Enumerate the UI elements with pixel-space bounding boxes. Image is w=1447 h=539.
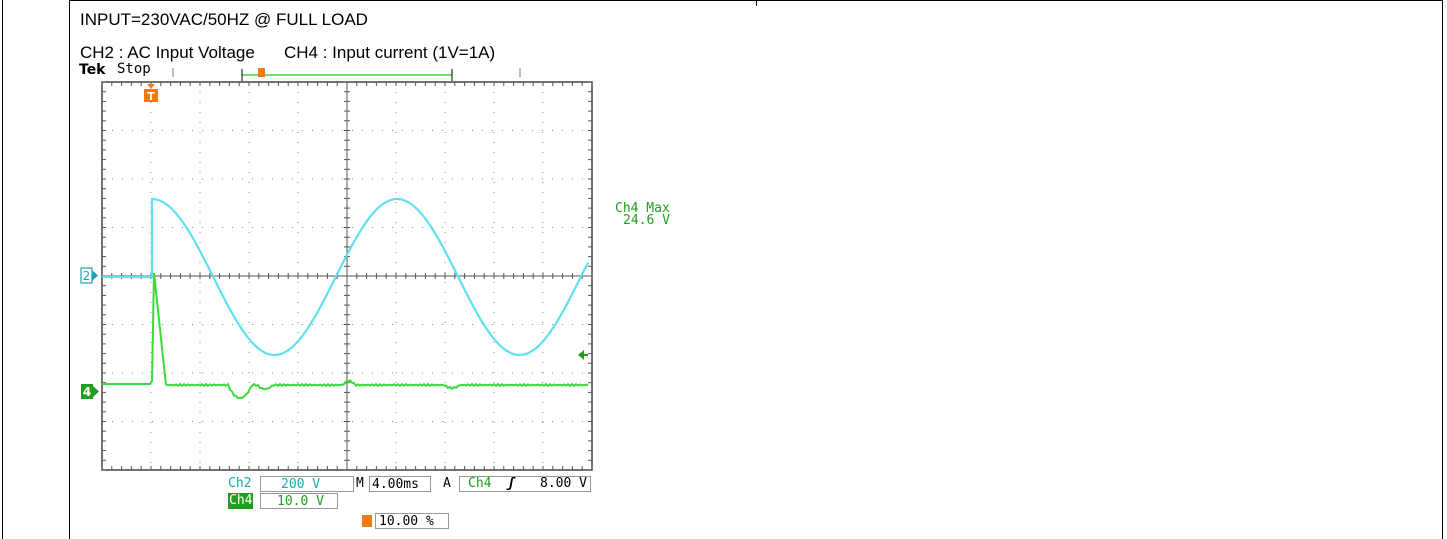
tek-logo: Tek (79, 62, 106, 78)
outer-left-border (2, 0, 3, 539)
ch4-description: CH4 : Input current (1V=1A) (284, 43, 496, 62)
ch2-ground-marker-icon: 2 (80, 267, 98, 284)
record-length-bar (172, 68, 521, 81)
record-trigger-marker-icon (258, 68, 265, 77)
timebase-readout: 4.00ms (369, 476, 431, 492)
ch2-readout-label: Ch2 (228, 476, 252, 491)
ch2-marker-label: 2 (83, 269, 91, 283)
graticule-grid (101, 81, 593, 471)
trigger-position-readout-icon (362, 515, 372, 527)
ch2-scale-readout: 200 V (260, 476, 354, 492)
top-divider (756, 0, 757, 6)
outer-right-border (1442, 0, 1443, 539)
ch4-scale-readout: 10.0 V (260, 493, 338, 509)
acquisition-state: Stop (117, 61, 151, 77)
trigger-position-readout: 10.00 % (375, 513, 449, 529)
inner-left-border (69, 0, 70, 539)
trigger-level: 8.00 V (540, 476, 587, 491)
ch2-voltage-trace (102, 197, 589, 357)
ch4-current-trace (102, 272, 589, 400)
trigger-position-marker: T (147, 90, 155, 103)
trigger-level-arrow-icon (578, 350, 588, 360)
ch4-ground-marker-icon: 4 (81, 384, 99, 399)
trigger-slope-icon: ʃ (507, 476, 515, 491)
header-title: INPUT=230VAC/50HZ @ FULL LOAD (80, 10, 368, 29)
trigger-mode-prefix: A (443, 476, 451, 491)
measurement-value: 24.6 V (623, 213, 670, 228)
trigger-position-icon: T (144, 84, 158, 103)
ch4-marker-label: 4 (83, 385, 91, 399)
measurement-label: Ch4 Max (615, 201, 670, 216)
trigger-readout-box (459, 476, 591, 492)
timebase-prefix: M (356, 476, 364, 491)
ch2-description: CH2 : AC Input Voltage (80, 43, 255, 62)
trigger-source: Ch4 (468, 476, 492, 491)
ch4-readout-label: Ch4 (228, 493, 254, 509)
